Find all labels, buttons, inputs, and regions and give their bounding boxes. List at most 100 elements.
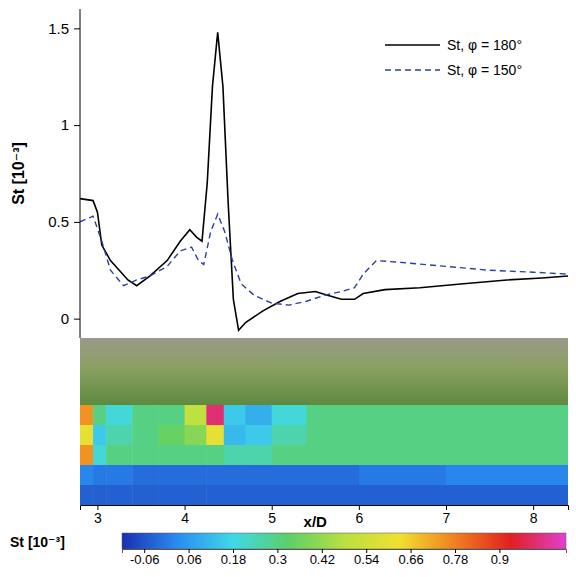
tick-label: 4 — [181, 510, 189, 526]
tick-label: 1.5 — [48, 20, 69, 37]
tick: 6 — [355, 505, 363, 526]
tick-label: 0.18 — [221, 552, 246, 567]
heat-cell — [224, 465, 246, 486]
tick: 0.18 — [221, 549, 246, 567]
heat-cell — [132, 465, 159, 486]
tick-label: 0.42 — [310, 552, 335, 567]
heat-cell — [307, 425, 360, 446]
tick-label: 1 — [61, 116, 69, 133]
heat-cell — [246, 405, 273, 426]
heat-cell — [307, 405, 360, 426]
photo-strip — [80, 338, 568, 405]
heat-cell — [185, 485, 207, 505]
axis: 0 0.5 1 1.5 — [48, 9, 80, 338]
legend-label: St, φ = 180° — [447, 37, 522, 53]
heat-cell — [158, 405, 185, 426]
heat-cell — [272, 445, 307, 466]
tick-label: 0.9 — [491, 552, 509, 567]
heat-cell — [246, 465, 273, 486]
tick: 5 — [268, 505, 276, 526]
heat-cell — [106, 445, 133, 466]
heat-cell — [93, 485, 107, 505]
heat-cell — [446, 485, 568, 505]
heat-cell — [206, 485, 224, 505]
heat-cell — [106, 425, 133, 446]
heat-cell — [224, 425, 246, 446]
tick: 1.5 — [48, 20, 80, 37]
colorbar — [122, 533, 566, 549]
heat-cell — [93, 445, 107, 466]
heat-cell — [158, 465, 185, 486]
heat-cell — [132, 485, 159, 505]
legend-entry: St, φ = 150° — [385, 62, 522, 78]
tick: 0.9 — [491, 549, 509, 567]
heat-cell — [132, 405, 159, 426]
axis-line — [80, 9, 81, 338]
tick: 0.3 — [269, 549, 287, 567]
heat-cell — [272, 425, 307, 446]
heat-cell — [446, 465, 568, 486]
tick: 4 — [181, 505, 189, 526]
heat-cell — [158, 445, 185, 466]
heat-cell — [272, 485, 307, 505]
series-line — [80, 214, 568, 305]
tick-label: 0.3 — [269, 552, 287, 567]
legend-label: St, φ = 150° — [447, 62, 522, 78]
heat-cell — [446, 405, 568, 426]
heat-cell — [93, 405, 107, 426]
plot-area — [80, 32, 568, 330]
heat-cell — [80, 425, 94, 446]
heat-cell — [224, 445, 246, 466]
tick: 0.78 — [443, 549, 468, 567]
heat-cell — [224, 405, 246, 426]
heat-cell — [272, 405, 307, 426]
heat-cell — [132, 445, 159, 466]
heat-cell — [246, 425, 273, 446]
colorbar-title: St [10⁻³] — [10, 534, 65, 550]
heat-cell — [359, 465, 447, 486]
tick: 0.42 — [310, 549, 335, 567]
heat-cell — [359, 425, 447, 446]
x-axis-title: x/D — [304, 513, 328, 530]
tick: 3 — [94, 505, 102, 526]
heat-cell — [185, 425, 207, 446]
tick: 0.5 — [48, 213, 80, 230]
tick: 0.54 — [354, 549, 379, 567]
tick-mark — [74, 125, 80, 126]
tick-label: 0.06 — [176, 552, 201, 567]
tick-label: 6 — [355, 510, 363, 526]
heat-cell — [246, 485, 273, 505]
tick-label: 3 — [94, 510, 102, 526]
tick-label: 7 — [443, 510, 451, 526]
heat-cell — [206, 425, 224, 446]
heat-cell — [307, 485, 360, 505]
heat-cell — [80, 465, 94, 486]
tick: 7 — [443, 505, 451, 526]
heat-cell — [359, 405, 447, 426]
tick-label: 5 — [268, 510, 276, 526]
heat-cell — [158, 425, 185, 446]
heat-cell — [246, 445, 273, 466]
tick: -0.06 — [130, 549, 160, 567]
heat-cell — [185, 445, 207, 466]
heat-cell — [185, 465, 207, 486]
legend: St, φ = 180° St, φ = 150° — [385, 37, 522, 78]
tick: 0.66 — [398, 549, 423, 567]
heat-cell — [446, 445, 568, 466]
tick-mark — [74, 222, 80, 223]
heat-cell — [93, 465, 107, 486]
tick-label: 0.54 — [354, 552, 379, 567]
contour-map — [80, 405, 568, 505]
tick-label: -0.06 — [130, 552, 160, 567]
heat-cell — [307, 445, 360, 466]
tick: 0 — [61, 310, 80, 327]
chart: 00.511.5345678St [10⁻³]x/DSt, φ = 180°St… — [0, 0, 576, 577]
legend-swatch — [385, 69, 440, 71]
tick-mark — [74, 319, 80, 320]
heat-cell — [80, 405, 94, 426]
heat-cell — [206, 405, 224, 426]
heat-cell — [206, 465, 224, 486]
tick: 1 — [61, 116, 80, 133]
legend-swatch — [385, 44, 440, 46]
tick-label: 0.66 — [398, 552, 423, 567]
